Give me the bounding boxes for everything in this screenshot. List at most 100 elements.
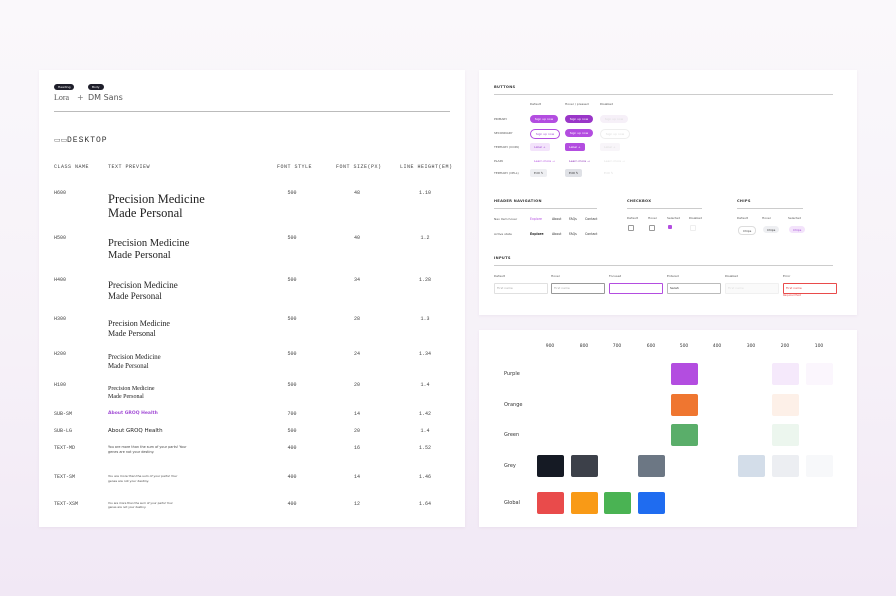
state-label: Default xyxy=(530,102,541,106)
font-style: 500 xyxy=(287,316,297,322)
swatch xyxy=(772,394,799,416)
swatch xyxy=(604,492,631,514)
heading-font: Lora xyxy=(54,93,70,102)
font-style: 500 xyxy=(287,351,297,357)
nav-item: Contact xyxy=(585,232,598,236)
divider xyxy=(737,208,803,209)
palette-card xyxy=(479,330,857,527)
font-tag: Body xyxy=(88,84,104,90)
swatch xyxy=(638,492,665,514)
button: Sign up now xyxy=(600,129,630,139)
swatch xyxy=(571,492,598,514)
state-label: Hover / pressed xyxy=(565,102,589,106)
button: Label + xyxy=(600,143,620,151)
color-name: Green xyxy=(504,432,520,438)
button: Label + xyxy=(565,143,585,151)
color-name: Orange xyxy=(504,402,523,408)
button-type: TERTIARY (CELL) xyxy=(494,171,519,175)
input: Sarah xyxy=(667,283,721,294)
button-type: PRIMARY xyxy=(494,117,508,121)
section-title: INPUTS xyxy=(494,256,511,260)
chip: Chips xyxy=(738,226,757,235)
nav-item: FAQs xyxy=(569,232,577,236)
swatch xyxy=(806,363,833,385)
shade-label: 800 xyxy=(579,344,589,349)
font-style: 400 xyxy=(287,474,297,480)
class-name: H500 xyxy=(54,235,67,241)
shade-label: 400 xyxy=(712,344,722,349)
typography-card xyxy=(39,70,465,527)
section-title: CHECKBOX xyxy=(627,199,652,203)
font-size: 34 xyxy=(353,277,361,283)
chip-state: Default xyxy=(737,216,748,220)
swatch xyxy=(772,363,799,385)
button: Sign up now xyxy=(530,129,560,139)
input-state: Focused xyxy=(609,274,622,278)
class-name: H200 xyxy=(54,351,67,357)
nav-item: About xyxy=(552,217,562,221)
text-preview: Precision Medicine Made Personal xyxy=(108,192,205,220)
checkbox xyxy=(690,225,696,231)
font-style: 700 xyxy=(287,411,297,417)
font-size: 12 xyxy=(353,501,361,507)
body-font: DM Sans xyxy=(88,93,123,102)
font-style: 500 xyxy=(287,277,297,283)
button: Sign up now xyxy=(530,115,558,123)
line-height: 1.3 xyxy=(420,316,430,322)
checkbox xyxy=(628,225,634,231)
font-size: 40 xyxy=(353,235,361,241)
input-state: Disabled xyxy=(725,274,739,278)
divider xyxy=(494,208,597,209)
swatch xyxy=(537,492,564,514)
class-name: SUB-LG xyxy=(54,428,73,434)
class-name: TEXT-SM xyxy=(54,474,76,480)
text-preview: You are more than the sum of your parts!… xyxy=(108,474,178,483)
swatch xyxy=(772,424,799,446)
class-name: TEXT-XSM xyxy=(54,501,79,507)
swatch xyxy=(738,455,765,477)
button-type: TERTIARY (ICON) xyxy=(494,145,519,149)
button: Edit ✎ xyxy=(530,169,548,177)
font-style: 500 xyxy=(287,190,297,196)
components-card xyxy=(479,70,857,315)
text-preview: Precision Medicine Made Personal xyxy=(108,354,161,370)
line-height: 1.2 xyxy=(420,235,430,241)
swatch xyxy=(638,455,665,477)
line-height: 1.42 xyxy=(418,411,432,417)
font-size: 28 xyxy=(353,316,361,322)
shade-label: 500 xyxy=(679,344,689,349)
color-name: Grey xyxy=(504,463,516,469)
section-title: DESKTOP xyxy=(67,136,108,145)
swatch xyxy=(671,394,698,416)
input xyxy=(609,283,663,294)
button: Label + xyxy=(530,143,550,151)
input: First name xyxy=(551,283,605,294)
line-height: 1.46 xyxy=(418,474,432,480)
input: First name xyxy=(783,283,837,294)
section-title: BUTTONS xyxy=(494,85,516,89)
line-height: 1.4 xyxy=(420,382,430,388)
font-size: 14 xyxy=(353,474,361,480)
color-name: Global xyxy=(504,500,520,506)
nav-state: Active state xyxy=(494,232,512,236)
text-preview: Precision Medicine Made Personal xyxy=(108,319,170,338)
font-style: 500 xyxy=(287,235,297,241)
swatch xyxy=(671,424,698,446)
state-label: Disabled xyxy=(600,102,614,106)
checkbox-state: Default xyxy=(627,216,638,220)
button: Learn more → xyxy=(569,159,590,163)
input-state: Default xyxy=(494,274,505,278)
button: Learn more → xyxy=(534,159,555,163)
text-preview: Precision Medicine Made Personal xyxy=(108,280,178,302)
section-title: CHIPS xyxy=(737,199,751,203)
font-size: 24 xyxy=(353,351,361,357)
input-state: Error xyxy=(783,274,791,278)
button: Edit ✎ xyxy=(604,171,614,175)
color-name: Purple xyxy=(504,371,520,377)
line-height: 1.4 xyxy=(420,428,430,434)
font-size: 48 xyxy=(353,190,361,196)
button-type: PLAIN xyxy=(494,159,503,163)
text-preview: You are more than the sum of your parts!… xyxy=(108,445,187,455)
error-message: Required field xyxy=(783,294,801,297)
checkbox xyxy=(649,225,655,231)
